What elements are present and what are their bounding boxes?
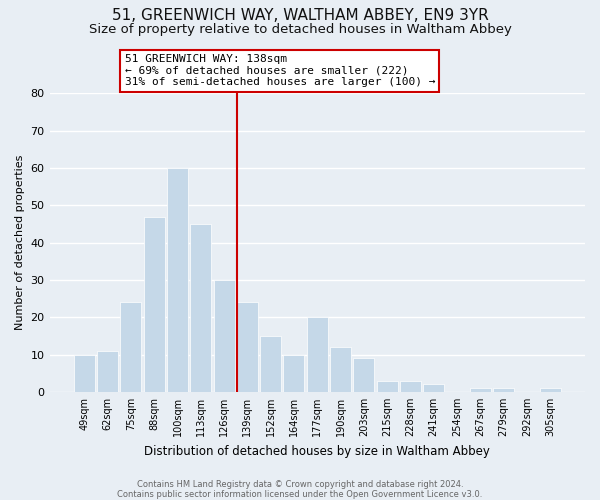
Text: Size of property relative to detached houses in Waltham Abbey: Size of property relative to detached ho… xyxy=(89,22,511,36)
Bar xyxy=(190,224,211,392)
Bar xyxy=(144,216,165,392)
Bar xyxy=(121,302,142,392)
Text: Contains public sector information licensed under the Open Government Licence v3: Contains public sector information licen… xyxy=(118,490,482,499)
Bar xyxy=(74,354,95,392)
Bar xyxy=(353,358,374,392)
Bar xyxy=(493,388,514,392)
Bar xyxy=(97,351,118,392)
Bar xyxy=(330,347,351,392)
Bar xyxy=(470,388,491,392)
Bar xyxy=(167,168,188,392)
X-axis label: Distribution of detached houses by size in Waltham Abbey: Distribution of detached houses by size … xyxy=(145,444,490,458)
Bar xyxy=(237,302,258,392)
Y-axis label: Number of detached properties: Number of detached properties xyxy=(15,155,25,330)
Text: 51 GREENWICH WAY: 138sqm
← 69% of detached houses are smaller (222)
31% of semi-: 51 GREENWICH WAY: 138sqm ← 69% of detach… xyxy=(125,54,435,88)
Bar xyxy=(214,280,235,392)
Bar xyxy=(307,318,328,392)
Bar xyxy=(539,388,560,392)
Bar xyxy=(377,380,398,392)
Text: Contains HM Land Registry data © Crown copyright and database right 2024.: Contains HM Land Registry data © Crown c… xyxy=(137,480,463,489)
Text: 51, GREENWICH WAY, WALTHAM ABBEY, EN9 3YR: 51, GREENWICH WAY, WALTHAM ABBEY, EN9 3Y… xyxy=(112,8,488,22)
Bar xyxy=(423,384,444,392)
Bar xyxy=(400,380,421,392)
Bar xyxy=(260,336,281,392)
Bar xyxy=(283,354,304,392)
